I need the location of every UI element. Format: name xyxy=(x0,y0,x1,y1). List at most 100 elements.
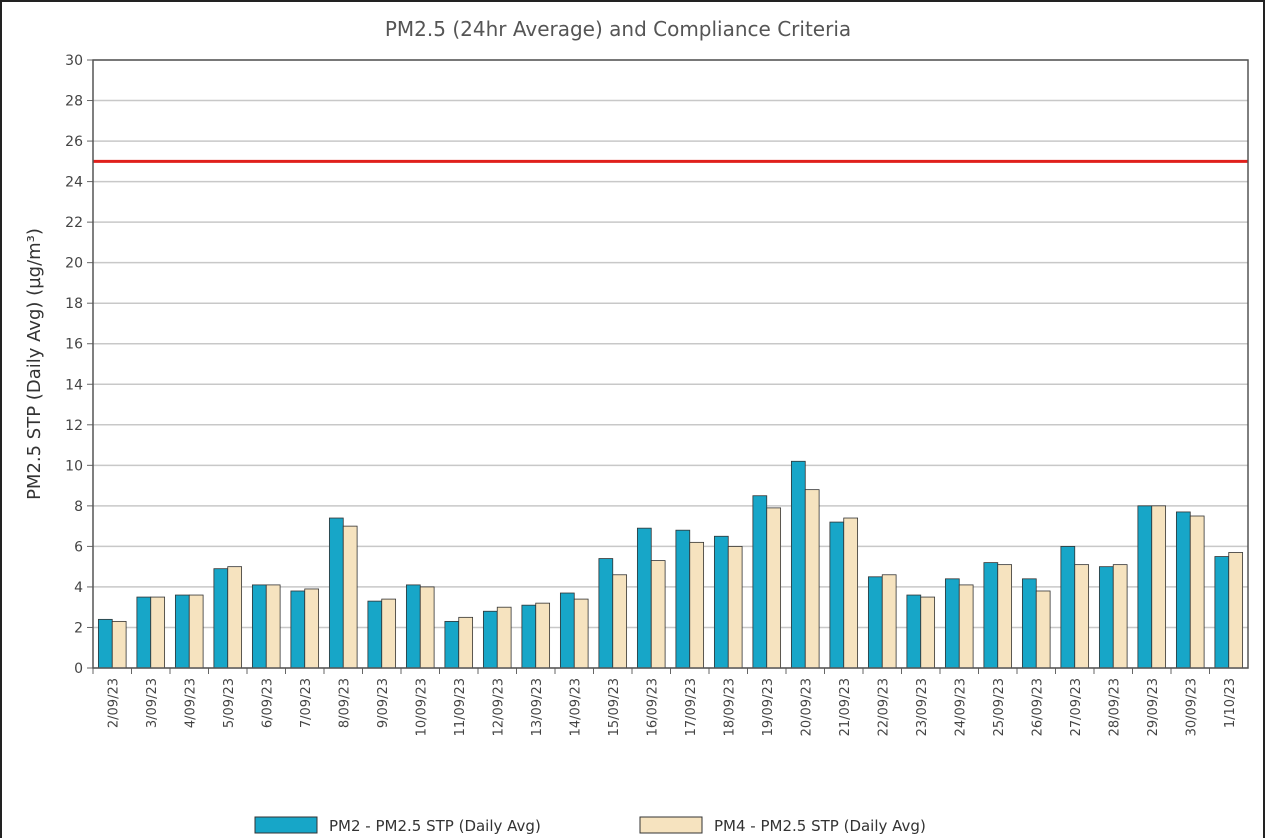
bar xyxy=(867,576,883,669)
bar xyxy=(290,590,306,669)
bar xyxy=(675,529,691,669)
y-tick-label: 8 xyxy=(74,499,83,515)
bar xyxy=(381,598,397,669)
chart-title: PM2.5 (24hr Average) and Compliance Crit… xyxy=(385,17,851,41)
bar xyxy=(444,620,460,669)
bar xyxy=(304,588,320,669)
bar xyxy=(559,592,575,669)
bar xyxy=(405,584,421,669)
x-tick-label: 20/09/23 xyxy=(799,678,814,736)
bar xyxy=(983,562,999,669)
x-tick-label: 3/09/23 xyxy=(145,678,160,728)
bar xyxy=(150,596,166,669)
y-tick-label: 2 xyxy=(74,620,83,636)
x-tick-label: 22/09/23 xyxy=(876,678,891,736)
plot-border xyxy=(92,59,1249,669)
bar xyxy=(766,507,782,669)
bar xyxy=(598,558,614,669)
bar xyxy=(174,594,190,669)
bar xyxy=(535,602,551,669)
x-tick-label: 14/09/23 xyxy=(568,678,583,736)
bar xyxy=(843,517,859,669)
bar xyxy=(1035,590,1051,669)
x-tick-label: 17/09/23 xyxy=(684,678,699,736)
bar xyxy=(804,489,820,669)
x-tick-label: 13/09/23 xyxy=(530,678,545,736)
y-tick-label: 26 xyxy=(65,134,83,150)
bar xyxy=(1175,511,1191,669)
y-axis-label: PM2.5 STP (Daily Avg) (µg/m³) xyxy=(24,228,45,500)
bar xyxy=(367,600,383,669)
bar xyxy=(136,596,152,669)
x-tick-label: 23/09/23 xyxy=(915,678,930,736)
bar xyxy=(829,521,845,669)
y-tick-label: 6 xyxy=(74,539,83,555)
x-tick-label: 1/10/23 xyxy=(1223,678,1238,728)
bar xyxy=(727,546,743,669)
bar xyxy=(612,574,628,669)
bar xyxy=(752,495,768,669)
bar xyxy=(328,517,344,669)
bar xyxy=(97,618,113,669)
x-tick-label: 7/09/23 xyxy=(299,678,314,728)
bar xyxy=(906,594,922,669)
bar xyxy=(1021,578,1037,669)
bar xyxy=(1189,515,1205,669)
y-tick-label: 30 xyxy=(65,53,83,69)
x-tick-label: 11/09/23 xyxy=(453,678,468,736)
x-tick-label: 21/09/23 xyxy=(838,678,853,736)
y-tick-label: 12 xyxy=(65,418,83,434)
bar xyxy=(482,610,498,669)
y-tick-label: 16 xyxy=(65,337,83,353)
x-tick-label: 29/09/23 xyxy=(1146,678,1161,736)
bar xyxy=(458,616,474,669)
bar xyxy=(790,460,806,669)
bar xyxy=(1112,564,1128,669)
bar xyxy=(1098,566,1114,669)
y-tick-label: 24 xyxy=(65,175,83,191)
y-tick-label: 28 xyxy=(65,94,83,110)
y-tick-label: 18 xyxy=(65,296,83,312)
x-tick-label: 30/09/23 xyxy=(1184,678,1199,736)
bar xyxy=(265,584,281,669)
bar xyxy=(213,568,229,669)
x-tick-label: 4/09/23 xyxy=(183,678,198,728)
x-tick-label: 10/09/23 xyxy=(414,678,429,736)
legend-swatch xyxy=(254,816,318,834)
x-tick-label: 15/09/23 xyxy=(607,678,622,736)
legend-swatch xyxy=(639,816,703,834)
bar xyxy=(1060,546,1076,669)
x-tick-label: 8/09/23 xyxy=(337,678,352,728)
x-tick-label: 19/09/23 xyxy=(761,678,776,736)
bar xyxy=(881,574,897,669)
x-tick-label: 26/09/23 xyxy=(1030,678,1045,736)
x-tick-label: 16/09/23 xyxy=(645,678,660,736)
bar xyxy=(944,578,960,669)
x-tick-label: 6/09/23 xyxy=(260,678,275,728)
bar xyxy=(636,527,652,669)
bar xyxy=(227,566,243,669)
y-tick-label: 14 xyxy=(65,377,83,393)
y-tick-label: 20 xyxy=(65,256,83,272)
bar xyxy=(920,596,936,669)
x-tick-label: 9/09/23 xyxy=(376,678,391,728)
y-tick-label: 10 xyxy=(65,458,83,474)
y-tick-label: 22 xyxy=(65,215,83,231)
x-tick-label: 27/09/23 xyxy=(1069,678,1084,736)
x-tick-label: 18/09/23 xyxy=(722,678,737,736)
x-tick-label: 2/09/23 xyxy=(106,678,121,728)
legend-text: PM2 - PM2.5 STP (Daily Avg) xyxy=(329,817,541,835)
bar xyxy=(1074,564,1090,669)
y-tick-label: 4 xyxy=(74,580,83,596)
bar xyxy=(1214,556,1230,669)
bar xyxy=(958,584,974,669)
x-tick-label: 25/09/23 xyxy=(992,678,1007,736)
y-tick-label: 0 xyxy=(74,661,83,677)
bar xyxy=(1151,505,1167,669)
bar xyxy=(251,584,267,669)
x-tick-label: 24/09/23 xyxy=(953,678,968,736)
x-tick-label: 12/09/23 xyxy=(491,678,506,736)
bar xyxy=(689,541,705,669)
